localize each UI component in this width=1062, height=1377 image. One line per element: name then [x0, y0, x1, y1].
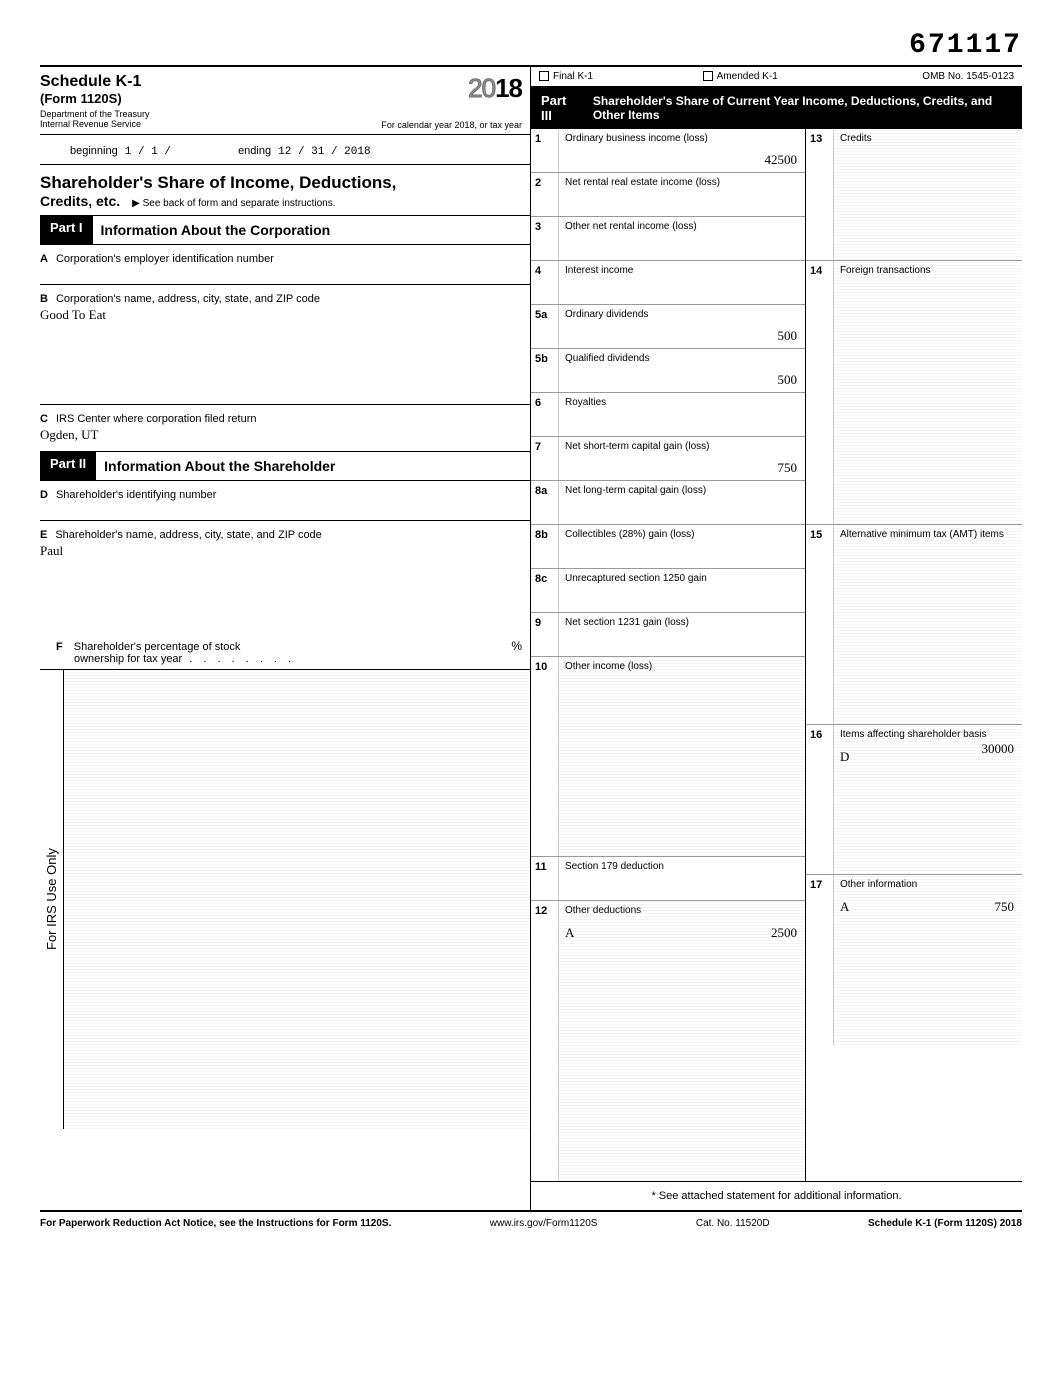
amended-k1-cell: Amended K-1	[695, 67, 859, 86]
line-5a: 5aOrdinary dividends500	[531, 305, 805, 349]
dept-text: Department of the Treasury Internal Reve…	[40, 110, 150, 130]
header-row: Schedule K-1 (Form 1120S) 2018	[40, 67, 530, 110]
left-column: Schedule K-1 (Form 1120S) 2018 Departmen…	[40, 67, 531, 1210]
irs-use-only-label: For IRS Use Only	[40, 670, 63, 1129]
line-7: 7Net short-term capital gain (loss)750	[531, 437, 805, 481]
part3-badge: Part III	[531, 87, 587, 129]
part1-header: Part I Information About the Corporation	[40, 215, 530, 245]
amended-k1-label: Amended K-1	[717, 71, 778, 82]
footer-left: For Paperwork Reduction Act Notice, see …	[40, 1218, 391, 1229]
line-10: 10Other income (loss)	[531, 657, 805, 857]
part3-header: Part III Shareholder's Share of Current …	[531, 87, 1022, 129]
date-row: beginning 1 / 1 / ending 12 / 31 / 2018	[40, 135, 530, 165]
E-label: Shareholder's name, address, city, state…	[55, 529, 321, 541]
line-13: 13Credits	[806, 129, 1022, 261]
line-1: 1Ordinary business income (loss)42500	[531, 129, 805, 173]
line-6: 6Royalties	[531, 393, 805, 437]
part2-badge: Part II	[40, 452, 96, 480]
footer-right: Schedule K-1 (Form 1120S) 2018	[868, 1218, 1022, 1229]
top-meta-row: Final K-1 Amended K-1 OMB No. 1545-0123	[531, 67, 1022, 87]
amended-k1-checkbox[interactable]	[703, 71, 713, 81]
line-12: 12Other deductionsA2500	[531, 901, 805, 1181]
part3-title: Shareholder's Share of Current Year Inco…	[587, 90, 1022, 127]
irs-use-only-area	[63, 670, 530, 1129]
footer-row: For Paperwork Reduction Act Notice, see …	[40, 1210, 1022, 1229]
field-D: DShareholder's identifying number	[40, 481, 530, 521]
final-k1-label: Final K-1	[553, 71, 593, 82]
ending-label: ending	[238, 145, 271, 157]
F-label-1: Shareholder's percentage of stock	[74, 641, 241, 653]
form-paren: (Form 1120S)	[40, 91, 141, 106]
part1-title: Information About the Corporation	[93, 216, 530, 244]
line-grid: 1Ordinary business income (loss)42500 2N…	[531, 129, 1022, 1181]
line-9: 9Net section 1231 gain (loss)	[531, 613, 805, 657]
main-form: Schedule K-1 (Form 1120S) 2018 Departmen…	[40, 65, 1022, 1210]
footer-cat: Cat. No. 11520D	[696, 1218, 770, 1229]
C-value: Ogden, UT	[40, 425, 522, 443]
part2-header: Part II Information About the Shareholde…	[40, 451, 530, 481]
line-14: 14Foreign transactions	[806, 261, 1022, 525]
main-title-2: Credits, etc. ▶ See back of form and sep…	[40, 193, 530, 215]
F-percent: %	[511, 639, 522, 653]
line-2: 2Net rental real estate income (loss)	[531, 173, 805, 217]
line-5b: 5bQualified dividends500	[531, 349, 805, 393]
main-title-1: Shareholder's Share of Income, Deduction…	[40, 165, 530, 193]
form-number-top: 671117	[40, 30, 1022, 61]
calendar-text: For calendar year 2018, or tax year	[381, 120, 522, 130]
instructions-link: ▶ See back of form and separate instruct…	[132, 198, 335, 209]
grid-left: 1Ordinary business income (loss)42500 2N…	[531, 129, 806, 1181]
irs-use-only-box: For IRS Use Only	[40, 669, 530, 1129]
grid-right: 13Credits 14Foreign transactions 15Alter…	[806, 129, 1022, 1181]
field-B: BCorporation's name, address, city, stat…	[40, 285, 530, 405]
line-15: 15Alternative minimum tax (AMT) items	[806, 525, 1022, 725]
line-17: 17Other informationA750	[806, 875, 1022, 1045]
field-F: F Shareholder's percentage of stock owne…	[40, 631, 530, 669]
part2-title: Information About the Shareholder	[96, 452, 530, 480]
footnote: * See attached statement for additional …	[531, 1181, 1022, 1210]
ending-date[interactable]: 12 / 31 / 2018	[274, 146, 374, 158]
dept-row: Department of the Treasury Internal Reve…	[40, 110, 530, 135]
A-label: Corporation's employer identification nu…	[56, 253, 274, 265]
B-value: Good To Eat	[40, 305, 522, 323]
B-label: Corporation's name, address, city, state…	[56, 293, 320, 305]
beginning-date[interactable]: 1 / 1 /	[121, 146, 175, 158]
right-column: Final K-1 Amended K-1 OMB No. 1545-0123 …	[531, 67, 1022, 1210]
D-label: Shareholder's identifying number	[56, 489, 216, 501]
omb-number: OMB No. 1545-0123	[858, 67, 1022, 86]
line-8a: 8aNet long-term capital gain (loss)	[531, 481, 805, 525]
F-label-2: ownership for tax year	[74, 653, 295, 665]
field-A: ACorporation's employer identification n…	[40, 245, 530, 285]
field-C: CIRS Center where corporation filed retu…	[40, 405, 530, 451]
footer-mid: www.irs.gov/Form1120S	[490, 1218, 598, 1229]
line-11: 11Section 179 deduction	[531, 857, 805, 901]
final-k1-checkbox[interactable]	[539, 71, 549, 81]
tax-year: 2018	[468, 73, 522, 104]
field-E: EShareholder's name, address, city, stat…	[40, 521, 530, 631]
credits-etc: Credits, etc.	[40, 193, 120, 209]
line-16: 16Items affecting shareholder basisD3000…	[806, 725, 1022, 875]
beginning-label: beginning	[70, 145, 118, 157]
C-label: IRS Center where corporation filed retur…	[56, 413, 257, 425]
year-suffix: 18	[495, 73, 522, 103]
line-3: 3Other net rental income (loss)	[531, 217, 805, 261]
E-value: Paul	[40, 541, 522, 559]
line-8b: 8bCollectibles (28%) gain (loss)	[531, 525, 805, 569]
line-4: 4Interest income	[531, 261, 805, 305]
final-k1-cell: Final K-1	[531, 67, 695, 86]
schedule-title: Schedule K-1	[40, 73, 141, 91]
line-8c: 8cUnrecaptured section 1250 gain	[531, 569, 805, 613]
part1-badge: Part I	[40, 216, 93, 244]
year-prefix: 20	[468, 73, 495, 103]
